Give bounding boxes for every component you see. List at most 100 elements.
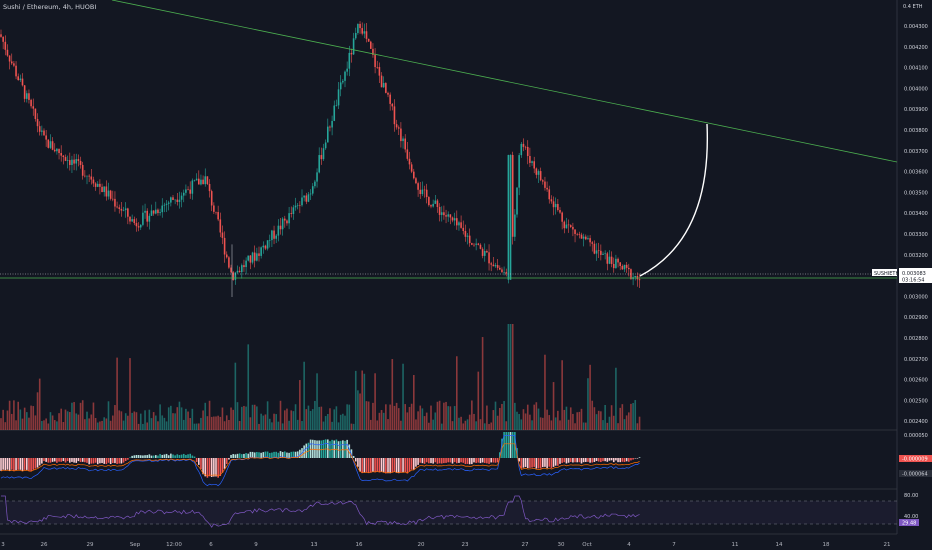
- volume-bar: [271, 422, 273, 430]
- volume-bar: [499, 407, 501, 430]
- volume-bar: [370, 419, 372, 430]
- volume-bar: [305, 409, 308, 430]
- price-tick-label: 0.004200: [904, 45, 928, 51]
- candle-body: [176, 199, 179, 202]
- candle-body: [361, 28, 363, 34]
- macd-histogram-bar: [361, 458, 363, 474]
- macd-histogram-bar: [522, 458, 525, 468]
- macd-histogram-bar: [447, 458, 449, 463]
- volume-bar: [247, 344, 250, 430]
- volume-bar: [550, 420, 553, 430]
- volume-bar: [107, 401, 110, 430]
- macd-histogram-bar: [157, 455, 159, 458]
- rsi-pane: [0, 495, 897, 528]
- macd-histogram-bar: [165, 453, 168, 458]
- candle-body: [299, 205, 301, 206]
- descending-trendline: [111, 0, 898, 163]
- candle-body: [32, 106, 35, 109]
- volume-bar: [511, 324, 514, 430]
- macd-histogram-bar: [391, 458, 394, 473]
- macd-histogram-bar: [544, 458, 546, 467]
- volume-bar: [84, 419, 86, 430]
- volume-bar: [623, 419, 626, 430]
- macd-histogram-bar: [30, 458, 32, 472]
- macd-histogram-bar: [342, 440, 344, 458]
- macd-histogram-bar: [314, 440, 316, 458]
- macd-histogram-bar: [23, 458, 26, 470]
- candle-body: [380, 75, 383, 88]
- candle-body: [339, 82, 342, 90]
- symbol-tag: [872, 269, 897, 276]
- candle-body: [105, 186, 108, 197]
- volume-bar: [195, 423, 198, 430]
- candle-body: [36, 118, 39, 127]
- volume-bar: [397, 408, 400, 430]
- volume-bar: [28, 417, 30, 430]
- volume-bar: [453, 406, 456, 430]
- macd-histogram-bar: [43, 458, 45, 462]
- macd-histogram-bar: [36, 458, 39, 468]
- volume-bar: [114, 405, 116, 430]
- macd-histogram-bar: [284, 451, 286, 458]
- volume-bar: [471, 400, 473, 430]
- macd-histogram-bar: [636, 458, 639, 459]
- macd-histogram-bar: [135, 454, 138, 458]
- time-tick-label: 23: [462, 542, 469, 548]
- macd-histogram-bar: [47, 458, 50, 463]
- candle-body: [99, 183, 101, 187]
- macd-histogram-bar: [537, 458, 540, 469]
- candle-body: [425, 189, 428, 198]
- volume-bar: [331, 421, 333, 430]
- macd-histogram-bar: [294, 451, 297, 458]
- candle-body: [460, 222, 462, 228]
- macd-histogram-bar: [387, 458, 389, 474]
- candle-body: [329, 126, 331, 128]
- candle-body: [215, 211, 217, 213]
- macd-histogram-bar: [363, 458, 366, 473]
- candle-body: [619, 262, 621, 267]
- volume-bar: [632, 403, 634, 430]
- volume-bar: [589, 364, 591, 430]
- candle-body: [322, 148, 325, 160]
- candle-body: [475, 243, 477, 245]
- candle-body: [77, 159, 80, 161]
- volume-bar: [481, 337, 484, 430]
- volume-bar: [286, 408, 288, 430]
- volume-bar: [182, 419, 185, 430]
- volume-bar: [477, 371, 480, 430]
- candle-body: [481, 248, 484, 256]
- volume-bar: [58, 413, 60, 430]
- volume-bar: [279, 400, 282, 430]
- candle-body: [305, 195, 308, 202]
- candle-body: [518, 155, 520, 188]
- macd-histogram-bar: [129, 457, 131, 458]
- macd-histogram-bar: [382, 458, 385, 473]
- macd-histogram-bar: [449, 458, 452, 463]
- candle-body: [593, 243, 596, 254]
- candle-body: [569, 225, 572, 227]
- volume-bar: [443, 402, 445, 430]
- candle-body: [114, 198, 116, 207]
- candle-body: [122, 210, 125, 211]
- candle-body: [0, 34, 2, 37]
- macd-histogram-bar: [406, 458, 409, 474]
- volume-bar: [327, 413, 329, 430]
- countdown-label: 03:16:54: [902, 278, 924, 284]
- candle-body: [109, 190, 112, 199]
- candle-body: [554, 203, 557, 208]
- volume-bar: [636, 423, 639, 430]
- macd-histogram-bar: [591, 458, 594, 463]
- candle-body: [509, 154, 512, 280]
- macd-histogram-bar: [354, 458, 357, 462]
- volume-bar: [264, 414, 267, 430]
- macd-histogram-bar: [122, 458, 125, 463]
- candle-body: [217, 212, 219, 220]
- macd-histogram-bar: [621, 458, 624, 462]
- candle-body: [443, 212, 445, 216]
- macd-histogram-bar: [423, 458, 426, 464]
- candle-body: [382, 83, 385, 88]
- volume-bar: [372, 402, 374, 430]
- volume-bar: [53, 420, 56, 430]
- volume-bar: [180, 407, 183, 430]
